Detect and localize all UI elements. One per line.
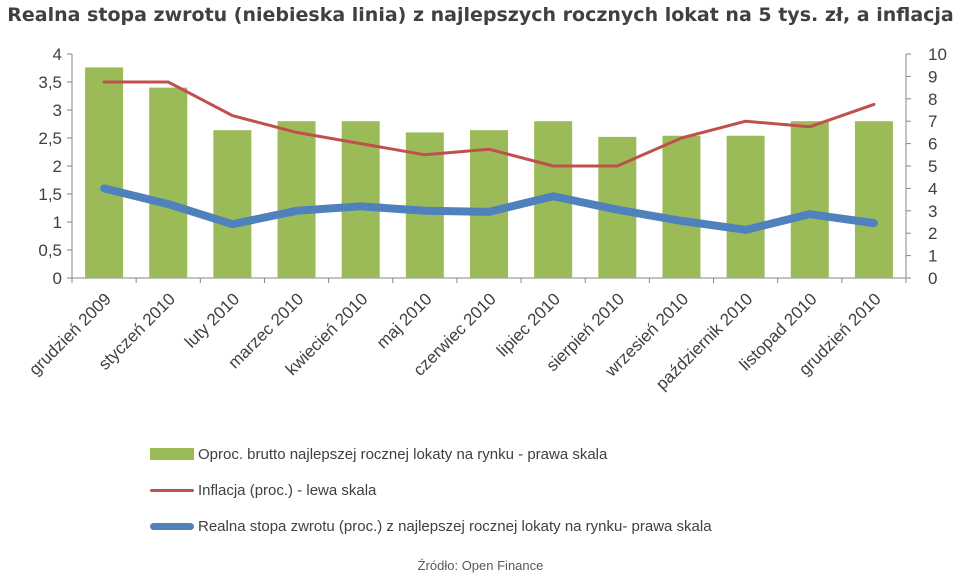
right-axis-tick-label: 7 bbox=[928, 112, 937, 131]
bar bbox=[470, 130, 508, 278]
right-axis-tick-label: 1 bbox=[928, 247, 937, 266]
left-axis-tick-label: 2 bbox=[53, 157, 62, 176]
bar bbox=[790, 121, 829, 278]
right-axis-tick-label: 2 bbox=[928, 224, 937, 243]
right-axis-tick-label: 6 bbox=[928, 135, 937, 154]
bar bbox=[662, 135, 701, 278]
legend-label-deposit-rate: Oproc. brutto najlepszej rocznej lokaty … bbox=[198, 445, 608, 463]
left-axis-tick-label: 1 bbox=[53, 213, 62, 232]
bar bbox=[277, 121, 316, 278]
bar bbox=[726, 135, 765, 278]
right-axis-tick-label: 3 bbox=[928, 202, 937, 221]
bar bbox=[85, 67, 124, 278]
right-axis-tick-label: 5 bbox=[928, 157, 937, 176]
bar bbox=[854, 121, 893, 278]
legend-label-real-rate: Realna stopa zwrotu (proc.) z najlepszej… bbox=[198, 517, 712, 535]
legend-swatch-bar bbox=[150, 448, 194, 460]
left-axis-tick-label: 0 bbox=[53, 269, 62, 288]
right-axis-tick-label: 4 bbox=[928, 179, 937, 198]
legend-swatch-real-rate bbox=[150, 522, 194, 530]
left-axis-tick-label: 3 bbox=[53, 101, 62, 120]
right-axis-tick-label: 9 bbox=[928, 67, 937, 86]
left-axis-tick-label: 3,5 bbox=[38, 73, 62, 92]
right-axis-tick-label: 8 bbox=[928, 90, 937, 109]
left-axis-tick-label: 2,5 bbox=[38, 129, 62, 148]
chart-title: Realna stopa zwrotu (niebieska linia) z … bbox=[7, 4, 954, 26]
left-axis-tick-label: 0,5 bbox=[38, 241, 62, 260]
right-axis-tick-label: 0 bbox=[928, 269, 937, 288]
bar bbox=[213, 130, 252, 278]
bar bbox=[149, 87, 188, 278]
right-axis-tick-label: 10 bbox=[928, 45, 947, 64]
source-note: Źródło: Open Finance bbox=[417, 558, 544, 573]
legend-swatch-inflation bbox=[150, 488, 194, 492]
legend-item-real-rate: Realna stopa zwrotu (proc.) z najlepszej… bbox=[150, 514, 712, 538]
left-axis-tick-label: 1,5 bbox=[38, 185, 62, 204]
bar bbox=[405, 132, 444, 278]
left-axis-tick-label: 4 bbox=[53, 45, 62, 64]
x-axis-category-label: maj 2010 bbox=[373, 289, 436, 352]
x-axis-category-label: luty 2010 bbox=[181, 289, 243, 351]
legend-item-inflation: Inflacja (proc.) - lewa skala bbox=[150, 478, 376, 502]
legend-label-inflation: Inflacja (proc.) - lewa skala bbox=[198, 481, 377, 499]
legend-item-deposit-rate: Oproc. brutto najlepszej rocznej lokaty … bbox=[150, 442, 607, 466]
